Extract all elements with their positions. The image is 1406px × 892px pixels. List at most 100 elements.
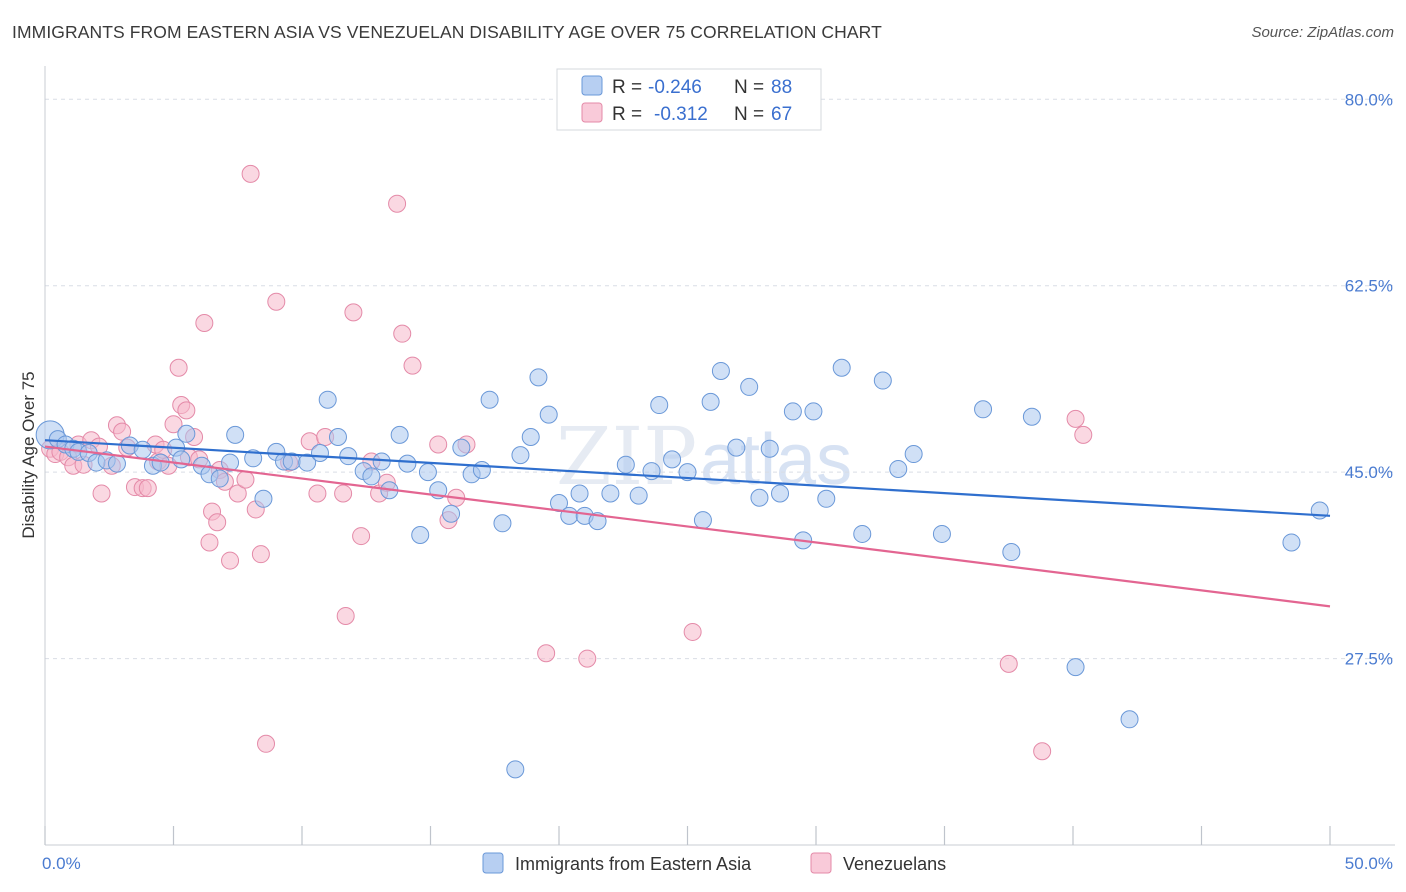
eastern-asia-point	[560, 506, 579, 525]
y-tick-label: 80.0%	[1345, 90, 1393, 109]
eastern-asia-point	[254, 489, 273, 508]
eastern-asia-point	[783, 402, 802, 421]
eastern-asia-point	[678, 463, 697, 482]
x-tick-label: 50.0%	[1345, 854, 1393, 873]
eastern-asia-point	[750, 488, 769, 507]
venezuelans-point	[393, 324, 412, 343]
trend-lines	[44, 439, 1331, 608]
eastern-asia-point	[521, 427, 540, 446]
venezuelans-point	[208, 513, 227, 532]
eastern-asia-point	[663, 450, 682, 469]
eastern-asia-point	[727, 438, 746, 457]
correlation-legend: R = -0.246 N = 88 R = -0.312 N = 67	[556, 68, 822, 131]
venezuelans-point	[221, 551, 240, 570]
legend-swatch-blue	[581, 75, 603, 96]
eastern-asia-point	[1002, 543, 1021, 562]
series-legend: Immigrants from Eastern Asia Venezuelans	[482, 852, 946, 874]
eastern-asia-point	[372, 452, 391, 471]
eastern-asia-point	[817, 489, 836, 508]
eastern-asia-point	[244, 449, 263, 468]
eastern-asia-point	[974, 400, 993, 419]
venezuelans-point	[1066, 409, 1085, 428]
eastern-asia-point	[506, 760, 525, 779]
eastern-asia-point	[1120, 710, 1139, 729]
venezuelans-point	[403, 356, 422, 375]
eastern-asia-point	[411, 526, 430, 545]
eastern-asia-point	[650, 396, 669, 415]
eastern-asia-point	[418, 463, 437, 482]
venezuelans-trend-line	[44, 445, 1331, 608]
eastern-asia-point	[701, 392, 720, 411]
eastern-asia-point	[493, 514, 512, 533]
venezuelans-point	[334, 484, 353, 503]
venezuelans-point	[1033, 742, 1052, 761]
eastern-asia-point	[133, 440, 152, 459]
eastern-asia-point	[771, 484, 790, 503]
venezuelans-point	[999, 654, 1018, 673]
watermark: ZIP atlas	[556, 410, 852, 503]
venezuelans-point	[267, 292, 286, 311]
chart-title: IMMIGRANTS FROM EASTERN ASIA VS VENEZUEL…	[12, 22, 882, 42]
eastern-asia-point	[693, 511, 712, 530]
legend-r-value-1: -0.246	[648, 77, 702, 98]
bottom-legend-label-1: Immigrants from Eastern Asia	[515, 854, 752, 874]
venezuelans-point	[241, 164, 260, 183]
eastern-asia-point	[339, 447, 358, 466]
eastern-asia-point	[616, 455, 635, 474]
venezuelans-point	[251, 545, 270, 564]
y-tick-label: 45.0%	[1345, 463, 1393, 482]
eastern-asia-trend-line	[44, 439, 1331, 517]
eastern-asia-point	[740, 377, 759, 396]
venezuelans-point	[138, 479, 157, 498]
eastern-asia-point	[318, 390, 337, 409]
eastern-asia-point	[529, 368, 548, 387]
legend-n-label-1: N =	[734, 77, 764, 98]
venezuelans-point	[177, 401, 196, 420]
eastern-asia-point	[832, 358, 851, 377]
venezuelans-point	[308, 484, 327, 503]
source-label: Source: ZipAtlas.com	[1251, 24, 1394, 41]
eastern-asia-point	[328, 427, 347, 446]
eastern-asia-point	[873, 371, 892, 390]
venezuelans-point	[683, 622, 702, 641]
eastern-asia-point	[760, 439, 779, 458]
venezuelans-point	[195, 314, 214, 333]
venezuelans-point	[257, 734, 276, 753]
legend-r-label-2: R =	[612, 104, 642, 125]
eastern-asia-point	[570, 484, 589, 503]
venezuelans-point	[113, 422, 132, 441]
eastern-asia-point	[398, 454, 417, 473]
eastern-asia-point	[210, 469, 229, 488]
venezuelans-point	[164, 415, 183, 434]
eastern-asia-point	[629, 486, 648, 505]
eastern-asia-point	[177, 424, 196, 443]
bottom-legend-swatch-blue	[482, 852, 504, 874]
venezuelans-point	[200, 533, 219, 552]
eastern-asia-point	[472, 461, 491, 480]
eastern-asia-point	[1282, 533, 1301, 552]
venezuelans-point	[578, 649, 597, 668]
x-tick-labels: 0.0% 50.0%	[42, 854, 1393, 873]
venezuelans-point	[92, 484, 111, 503]
eastern-asia-point	[221, 453, 240, 472]
bottom-legend-swatch-pink	[810, 852, 832, 874]
legend-r-value-2: -0.312	[654, 104, 708, 125]
eastern-asia-point	[310, 443, 329, 462]
y-axis-title: Disability Age Over 75	[19, 371, 38, 538]
venezuelans-point	[388, 194, 407, 213]
y-tick-labels: 27.5% 45.0% 62.5% 80.0%	[1345, 90, 1393, 668]
venezuelans-point	[169, 358, 188, 377]
eastern-asia-point	[904, 445, 923, 464]
venezuelans-point	[336, 606, 355, 625]
venezuelans-point	[228, 484, 247, 503]
eastern-asia-point	[362, 467, 381, 486]
eastern-asia-point	[226, 425, 245, 444]
venezuelans-point	[537, 644, 556, 663]
eastern-asia-point	[390, 425, 409, 444]
eastern-asia-point	[298, 453, 317, 472]
eastern-asia-point	[539, 405, 558, 424]
eastern-asia-point	[442, 504, 461, 523]
eastern-asia-point	[1066, 658, 1085, 677]
eastern-asia-point	[452, 438, 471, 457]
